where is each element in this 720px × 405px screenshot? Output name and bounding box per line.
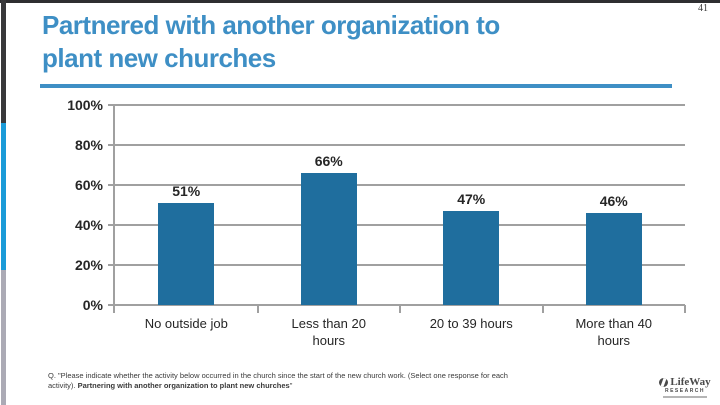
left-edge-strip-gray: [1, 270, 6, 405]
lifeway-logo-tagline: [663, 396, 707, 398]
y-axis-label: 40%: [74, 217, 103, 233]
x-axis-tick: [541, 305, 544, 313]
bar: [158, 203, 215, 305]
y-axis-label: 100%: [67, 97, 103, 113]
bar-value-label: 47%: [457, 191, 486, 207]
slide-title-line1: Partnered with another organization to: [42, 10, 500, 40]
gridline-0: [108, 304, 685, 306]
bar-value-label: 46%: [599, 193, 628, 209]
footer-activity-text: Partnering with another organization to …: [77, 381, 290, 390]
gridline-80: [108, 144, 685, 146]
y-axis-label: 60%: [74, 177, 103, 193]
lifeway-logo-name: LifeWay: [670, 376, 711, 388]
lifeway-globe-icon: [659, 377, 669, 387]
x-axis-tick: [256, 305, 259, 313]
footer-closing-quote: ": [289, 381, 293, 390]
footer-note: Q. "Please indicate whether the activity…: [48, 371, 520, 391]
category-label: No outside job: [144, 316, 228, 331]
left-edge-strip-blue: [1, 123, 6, 270]
category-label: 20 to 39 hours: [429, 316, 513, 331]
left-edge-strip-black: [1, 0, 6, 123]
bar: [585, 213, 642, 305]
x-axis-tick: [113, 305, 115, 313]
plot-area: 0% 20% 40% 60% 80% 100% 51% No outside job 66% Le…: [67, 97, 686, 348]
top-edge-strip: [0, 0, 720, 3]
bar-value-label: 51%: [172, 183, 201, 199]
gridline-60: [108, 184, 685, 186]
slide-title-line2: plant new churches: [42, 43, 276, 73]
bar: [443, 211, 500, 305]
x-axis-tick: [684, 305, 686, 313]
gridline-40: [108, 224, 685, 226]
bar: [300, 173, 357, 305]
footer-question-text: Q. "Please indicate whether the activity…: [48, 371, 508, 390]
y-axis-label: 0%: [82, 297, 103, 313]
page-number: 41: [698, 3, 708, 14]
category-label: Less than 20 hours: [291, 316, 366, 348]
x-axis-tick: [399, 305, 401, 313]
slide-title: Partnered with another organization to p…: [42, 9, 500, 75]
category-label: More than 40 hours: [575, 316, 653, 348]
title-underline: [40, 84, 672, 88]
y-axis-label: 20%: [74, 257, 103, 273]
gridline-100: [108, 104, 685, 106]
y-axis-label: 80%: [74, 137, 103, 153]
bar-value-label: 66%: [314, 153, 343, 169]
lifeway-logo-research: RESEARCH: [664, 388, 706, 394]
lifeway-logo-row: LifeWay: [654, 376, 716, 388]
lifeway-logo: LifeWay RESEARCH: [654, 376, 716, 398]
gridline-20: [108, 264, 685, 266]
